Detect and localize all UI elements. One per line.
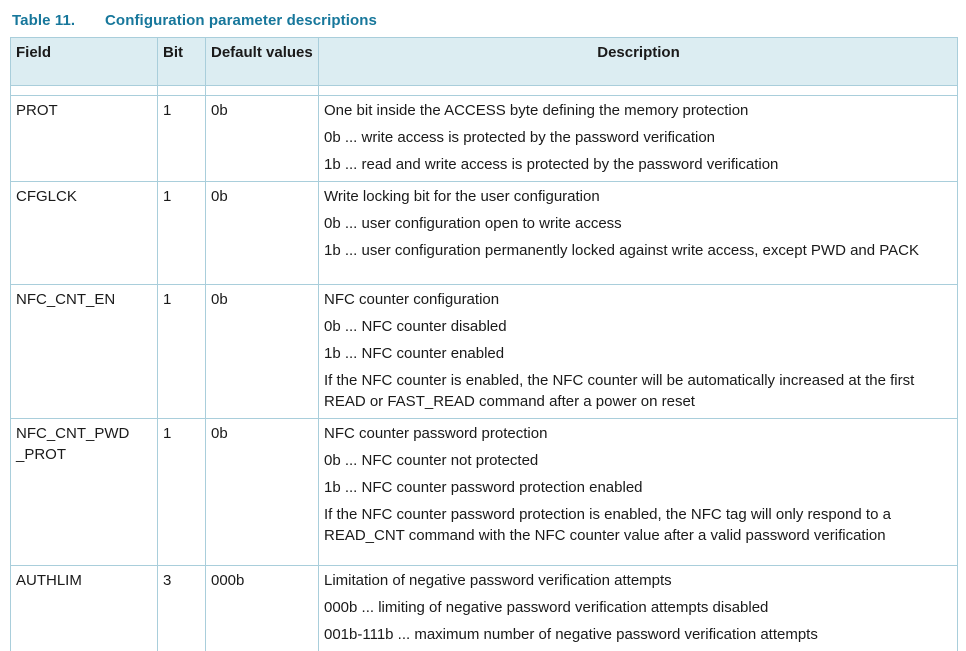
bit-cell: 1 <box>157 418 206 566</box>
field-cell: CFGLCK <box>10 181 158 285</box>
description-line: 0b ... NFC counter disabled <box>324 318 507 335</box>
description-line: 1b ... user configuration permanently lo… <box>324 242 920 259</box>
default-value-cell: 000b <box>205 565 319 651</box>
field-cell: NFC_CNT_EN <box>10 284 158 419</box>
bit-cell: 3 <box>157 565 206 651</box>
description-line: NFC counter configuration <box>324 291 500 308</box>
description-line: 1b ... read and write access is protecte… <box>324 156 779 173</box>
bit-cell: 1 <box>157 95 206 182</box>
default-value-cell: 0b <box>205 284 319 419</box>
header-bit: Bit <box>157 37 206 86</box>
description-line: 000b ... limiting of negative password v… <box>324 599 769 616</box>
description-line: 0b ... user configuration open to write … <box>324 215 622 232</box>
description-line: Limitation of negative password verifica… <box>324 572 672 589</box>
description-line: 1b ... NFC counter enabled <box>324 345 505 362</box>
description-line: 0b ... write access is protected by the … <box>324 129 716 146</box>
table-row: NFC_CNT_PWD_PROT 1 0b NFC counter passwo… <box>10 418 958 566</box>
header-description: Description <box>318 37 958 86</box>
description-line: Write locking bit for the user configura… <box>324 188 600 205</box>
default-value-cell: 0b <box>205 418 319 566</box>
description-cell: One bit inside the ACCESS byte defining … <box>318 95 958 182</box>
default-value-cell: 0b <box>205 95 319 182</box>
description-line: If the NFC counter is enabled, the NFC c… <box>324 372 915 410</box>
table-title: Table 11. Configuration parameter descrip… <box>12 12 966 29</box>
header-field: Field <box>10 37 158 86</box>
description-line: One bit inside the ACCESS byte defining … <box>324 102 749 119</box>
default-value-cell: 0b <box>205 181 319 285</box>
description-cell: Limitation of negative password verifica… <box>318 565 958 651</box>
field-cell: AUTHLIM <box>10 565 158 651</box>
description-line: 0b ... NFC counter not protected <box>324 452 539 469</box>
field-cell: NFC_CNT_PWD_PROT <box>10 418 158 566</box>
description-line: 001b-111b ... maximum number of negative… <box>324 626 818 643</box>
description-cell: NFC counter password protection 0b ... N… <box>318 418 958 566</box>
description-line: NFC counter password protection <box>324 425 548 442</box>
bit-cell: 1 <box>157 284 206 419</box>
table-row: NFC_CNT_EN 1 0b NFC counter configuratio… <box>10 284 958 419</box>
table-row: AUTHLIM 3 000b Limitation of negative pa… <box>10 565 958 651</box>
description-line: If the NFC counter password protection i… <box>324 506 891 544</box>
table-caption: Configuration parameter descriptions <box>105 12 377 29</box>
configuration-parameter-table: Field Bit Default values Description PRO… <box>10 37 958 651</box>
description-cell: NFC counter configuration 0b ... NFC cou… <box>318 284 958 419</box>
description-cell: Write locking bit for the user configura… <box>318 181 958 285</box>
header-default-values: Default values <box>205 37 319 86</box>
bit-cell: 1 <box>157 181 206 285</box>
field-cell: PROT <box>10 95 158 182</box>
table-number: Table 11. <box>12 12 76 29</box>
table-header-row: Field Bit Default values Description <box>10 37 958 86</box>
table-row: PROT 1 0b One bit inside the ACCESS byte… <box>10 95 958 182</box>
table-row: CFGLCK 1 0b Write locking bit for the us… <box>10 181 958 285</box>
header-body-gap <box>10 85 958 96</box>
description-line: 1b ... NFC counter password protection e… <box>324 479 643 496</box>
